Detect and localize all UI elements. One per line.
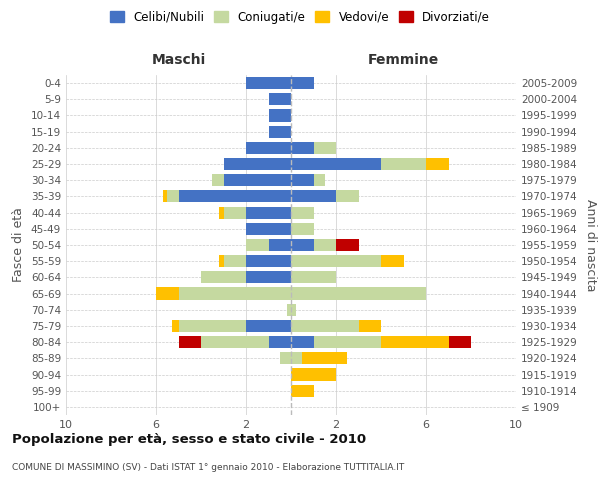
Bar (163, 190, 167, 202)
Bar (314, 174, 325, 186)
Bar (287, 304, 291, 316)
Bar (291, 272, 336, 283)
Bar (291, 77, 314, 89)
Bar (291, 336, 314, 348)
Y-axis label: Fasce di età: Fasce di età (13, 208, 25, 282)
Bar (291, 368, 336, 380)
Text: Maschi: Maschi (151, 54, 206, 68)
Bar (269, 110, 291, 122)
Bar (179, 190, 291, 202)
Bar (291, 304, 296, 316)
Text: Femmine: Femmine (368, 54, 439, 68)
Bar (381, 336, 449, 348)
Bar (359, 320, 381, 332)
Bar (314, 336, 381, 348)
Bar (223, 174, 291, 186)
Bar (246, 77, 291, 89)
Bar (291, 384, 314, 397)
Bar (219, 255, 223, 268)
Bar (269, 239, 291, 251)
Bar (291, 255, 381, 268)
Bar (291, 222, 314, 235)
Bar (291, 352, 302, 364)
Bar (212, 174, 223, 186)
Bar (269, 93, 291, 106)
Bar (291, 142, 314, 154)
Bar (179, 288, 291, 300)
Bar (172, 320, 179, 332)
Bar (246, 272, 291, 283)
Bar (314, 239, 336, 251)
Bar (291, 288, 426, 300)
Bar (381, 255, 404, 268)
Bar (179, 336, 201, 348)
Bar (246, 206, 291, 218)
Bar (336, 190, 359, 202)
Bar (269, 126, 291, 138)
Bar (269, 336, 291, 348)
Bar (223, 255, 246, 268)
Bar (201, 336, 269, 348)
Bar (291, 320, 359, 332)
Bar (246, 142, 291, 154)
Bar (291, 158, 381, 170)
Bar (280, 352, 291, 364)
Bar (381, 158, 426, 170)
Bar (246, 255, 291, 268)
Bar (291, 190, 336, 202)
Bar (223, 206, 246, 218)
Bar (219, 206, 223, 218)
Bar (302, 352, 347, 364)
Bar (314, 142, 336, 154)
Bar (223, 158, 291, 170)
Bar (291, 206, 314, 218)
Bar (291, 239, 314, 251)
Bar (291, 174, 314, 186)
Bar (449, 336, 471, 348)
Bar (167, 190, 179, 202)
Bar (246, 222, 291, 235)
Text: Popolazione per età, sesso e stato civile - 2010: Popolazione per età, sesso e stato civil… (12, 432, 366, 446)
Bar (246, 239, 269, 251)
Bar (426, 158, 449, 170)
Bar (246, 320, 291, 332)
Bar (156, 288, 179, 300)
Bar (336, 239, 359, 251)
Bar (179, 320, 246, 332)
Text: COMUNE DI MASSIMINO (SV) - Dati ISTAT 1° gennaio 2010 - Elaborazione TUTTITALIA.: COMUNE DI MASSIMINO (SV) - Dati ISTAT 1°… (12, 462, 404, 471)
Y-axis label: Anni di nascita: Anni di nascita (584, 198, 597, 291)
Legend: Celibi/Nubili, Coniugati/e, Vedovi/e, Divorziati/e: Celibi/Nubili, Coniugati/e, Vedovi/e, Di… (105, 6, 495, 28)
Bar (201, 272, 246, 283)
